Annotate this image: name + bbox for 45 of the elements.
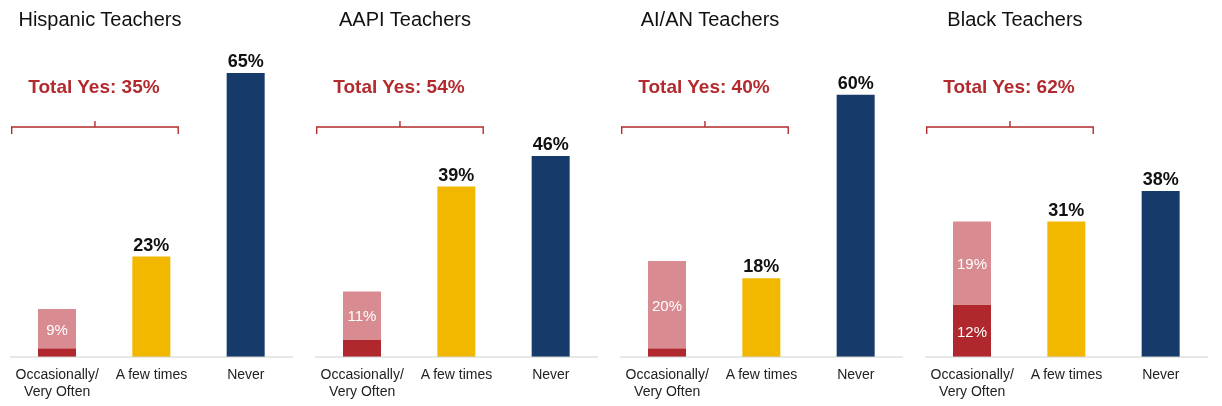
- x-tick-label: A few times: [1030, 366, 1103, 382]
- bar: [343, 291, 381, 340]
- chart-title: Black Teachers: [946, 8, 1084, 31]
- data-label: 19%: [956, 255, 988, 273]
- data-label: 39%: [438, 164, 475, 185]
- chart-title: Hispanic Teachers: [17, 8, 183, 31]
- text: Total Yes: 62%: [942, 76, 1076, 98]
- x-tick-label: Never: [837, 366, 875, 382]
- data-label: 23%: [133, 234, 170, 255]
- x-tick-label: Occasionally/ Very Often: [930, 366, 1014, 399]
- chart-title: AAPI Teachers: [338, 8, 472, 31]
- bar: [648, 348, 686, 357]
- chart-title: AI/AN Teachers: [639, 8, 781, 31]
- text: Total Yes: 54%: [332, 76, 466, 98]
- x-tick-label: Occasionally/ Very Often: [320, 366, 404, 399]
- x-tick-label: Occasionally/ Very Often: [15, 366, 99, 399]
- data-label: 46%: [532, 134, 569, 155]
- data-label: 31%: [1048, 199, 1085, 220]
- x-tick-label: A few times: [725, 366, 798, 382]
- data-label: 18%: [743, 256, 780, 277]
- annotation: Total Yes: 40%: [637, 76, 771, 98]
- bar: [38, 308, 76, 349]
- bar: [226, 73, 265, 357]
- bar: [437, 186, 476, 357]
- x-tick-label: Never: [1142, 366, 1180, 382]
- data-label: 9%: [46, 320, 68, 338]
- bar: [531, 156, 570, 357]
- data-label: 38%: [1142, 168, 1179, 189]
- data-label: 11%: [347, 307, 377, 325]
- bar: [343, 339, 381, 357]
- data-label: 60%: [837, 72, 874, 93]
- x-tick-label: Occasionally/ Very Often: [625, 366, 709, 399]
- annotation: Total Yes: 35%: [27, 76, 161, 98]
- bar: [836, 94, 875, 357]
- data-label: 20%: [651, 296, 683, 314]
- x-tick-label: A few times: [115, 366, 188, 382]
- bar: [648, 260, 686, 349]
- data-label: 12%: [956, 322, 988, 340]
- data-label: 65%: [227, 51, 264, 71]
- bar: [38, 348, 76, 357]
- x-tick-label: Never: [532, 366, 570, 382]
- x-tick-label: A few times: [420, 366, 493, 382]
- bar: [132, 256, 171, 357]
- bar: [742, 278, 781, 357]
- x-tick-label: Never: [227, 366, 265, 382]
